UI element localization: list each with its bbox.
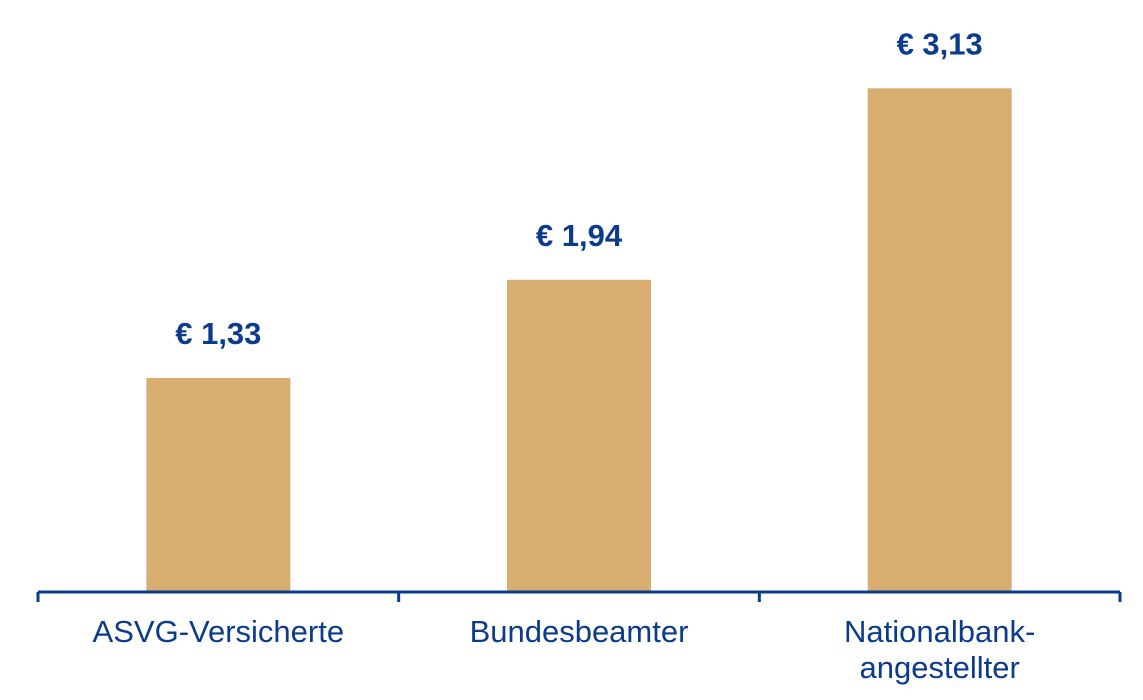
x-axis bbox=[36, 590, 1122, 602]
bar bbox=[507, 279, 651, 592]
bar bbox=[146, 377, 291, 592]
bar bbox=[867, 88, 1012, 593]
value-labels-group: € 1,33 € 1,94 € 3,13 bbox=[175, 26, 983, 351]
data-label: € 1,94 bbox=[536, 218, 623, 253]
category-labels-group: ASVG-Versicherte Bundesbeamter Nationalban… bbox=[93, 614, 1036, 685]
category-label: ASVG-Versicherte bbox=[93, 614, 345, 649]
data-label: € 3,13 bbox=[897, 26, 983, 61]
category-label: Bundesbeamter bbox=[470, 614, 689, 649]
category-label: Nationalbank-angestellter bbox=[844, 614, 1035, 685]
bars-group bbox=[146, 88, 1012, 593]
data-label: € 1,33 bbox=[175, 316, 261, 351]
